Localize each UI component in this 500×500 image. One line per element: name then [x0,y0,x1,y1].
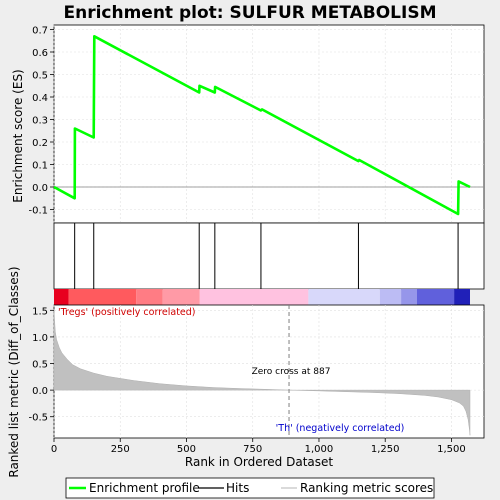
metric-plot-area [53,304,485,439]
metric-y-tick-label: 1.5 [32,306,48,317]
x-tick-label: 1,000 [305,444,334,455]
es-y-tick-label: 0.4 [32,93,48,104]
x-tick-label: 750 [243,444,262,455]
metric-y-tick-label: -0.5 [28,413,48,424]
legend: Enrichment profile Hits Ranking metric s… [65,477,435,499]
es-panel: -0.1 0.0 0.1 0.2 0.3 0.4 0.5 0.6 0.7 Enrichment … [11,24,485,224]
es-y-axis-ticks: -0.1 0.0 0.1 0.2 0.3 0.4 0.5 0.6 0.7 [28,26,54,217]
metric-y-tick-label: 0.0 [32,386,48,397]
zero-cross-label: Zero cross at 887 [252,367,331,377]
hit-lines [74,223,459,289]
colorbar-segment [379,289,402,305]
es-y-tick-label: 0.0 [32,183,48,194]
x-axis-ticks: 0 250 500 750 1,000 1,250 1,500 [51,438,466,455]
metric-y-axis-label: Ranked list metric (Diff_of_Classes) [7,266,21,477]
rank-colorbar [54,289,470,305]
colorbar-segment [454,289,470,305]
x-tick-label: 0 [51,444,57,455]
legend-hits-label: Hits [226,481,249,495]
ranking-metric-area [53,310,471,436]
legend-box [65,477,435,499]
es-y-tick-label: 0.2 [32,138,48,149]
positive-class-label: 'Tregs' (positively correlated) [58,307,196,318]
legend-ranking-metric-label: Ranking metric scores [300,481,433,495]
es-y-axis-label: Enrichment score (ES) [11,69,25,202]
hits-area [53,222,485,290]
x-tick-label: 1,250 [371,444,400,455]
metric-panel: -0.5 0.0 0.5 1.0 1.5 Zero cross at 887 'Treg… [7,266,485,478]
es-y-tick-label: 0.3 [32,116,48,127]
negative-class-label: 'Th' (negatively correlated) [276,423,405,434]
metric-y-tick-label: 1.0 [32,333,48,344]
x-axis-label: Rank in Ordered Dataset [185,455,333,469]
colorbar-segment [54,289,69,305]
x-tick-label: 500 [177,444,196,455]
es-y-tick-label: 0.5 [32,71,48,82]
x-tick-label: 1,500 [437,444,466,455]
enrichment-profile-line [53,34,471,216]
chart-title: Enrichment plot: SULFUR METABOLISM [63,3,436,23]
es-y-tick-label: 0.7 [32,26,48,37]
colorbar-segment [199,289,309,305]
colorbar-segment [308,289,380,305]
colorbar-segment [401,289,418,305]
colorbar-segment [68,289,137,305]
x-tick-label: 250 [111,444,130,455]
legend-enrichment-profile-label: Enrichment profile [89,481,200,495]
colorbar-segment [417,289,455,305]
metric-y-tick-label: 0.5 [32,360,48,371]
colorbar-segment [136,289,163,305]
es-y-tick-label: 0.6 [32,48,48,59]
es-y-tick-label: -0.1 [28,206,48,217]
hits-panel [53,222,485,290]
es-y-tick-label: 0.1 [32,161,48,172]
metric-y-axis-ticks: -0.5 0.0 0.5 1.0 1.5 [28,306,54,424]
es-gridlines [53,25,484,223]
colorbar-segment [162,289,200,305]
